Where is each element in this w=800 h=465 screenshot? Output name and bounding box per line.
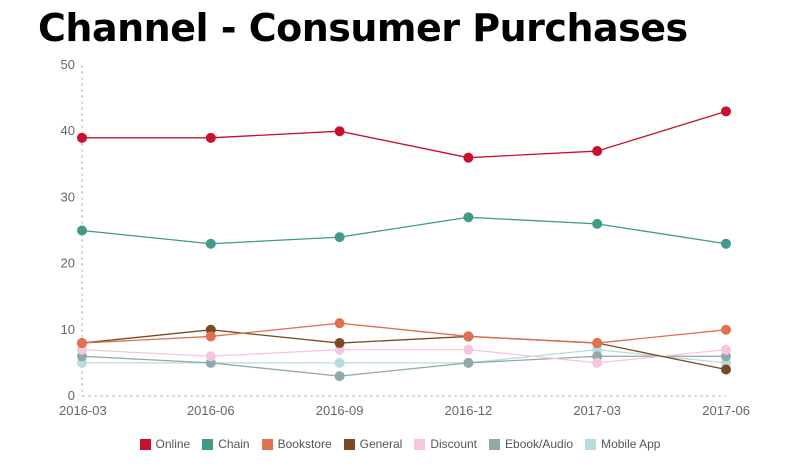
data-point-chain[interactable] xyxy=(592,218,603,229)
legend-label: Discount xyxy=(430,437,478,451)
series-discount xyxy=(77,344,731,368)
legend-label: Ebook/Audio xyxy=(505,437,574,451)
legend-swatch xyxy=(343,438,355,450)
x-tick-label: 2017-03 xyxy=(573,403,621,418)
data-point-chain[interactable] xyxy=(463,212,474,223)
y-tick-label: 30 xyxy=(61,189,75,204)
line-chart: 0 10 20 30 40 50 2016-03 2016-06 2016-09 2016-12… xyxy=(59,57,750,418)
data-point-online[interactable] xyxy=(205,132,216,143)
chart-legend: Online Chain Bookstore General Discount Ebook… xyxy=(0,434,800,454)
data-point-bookstore[interactable] xyxy=(721,324,731,335)
x-tick-label: 2016-09 xyxy=(316,403,364,418)
data-point-chain[interactable] xyxy=(721,238,731,249)
y-tick-label: 0 xyxy=(68,388,75,403)
legend-swatch xyxy=(414,438,426,450)
x-tick-label: 2016-06 xyxy=(187,403,235,418)
data-point-general[interactable] xyxy=(334,338,345,349)
data-point-general[interactable] xyxy=(721,364,731,375)
series-line-ebook-audio xyxy=(81,355,726,377)
data-point-bookstore[interactable] xyxy=(77,338,87,349)
series-layer xyxy=(77,106,731,382)
legend-swatch xyxy=(261,438,273,450)
data-point-online[interactable] xyxy=(592,146,603,157)
legend-item-bookstore[interactable]: Bookstore xyxy=(261,437,332,451)
data-point-online[interactable] xyxy=(463,152,474,163)
series-line-online xyxy=(82,110,727,159)
legend-label: Bookstore xyxy=(277,437,332,451)
chart-title: Channel - Consumer Purchases xyxy=(38,6,688,50)
series-line-chain xyxy=(81,216,727,245)
legend-label: General xyxy=(359,437,403,451)
data-point-discount[interactable] xyxy=(205,351,216,362)
data-point-bookstore[interactable] xyxy=(463,331,474,342)
y-tick-label: 50 xyxy=(61,57,75,72)
x-axis-ticks: 2016-03 2016-06 2016-09 2016-12 2017-03 2017-… xyxy=(59,403,750,418)
series-bookstore xyxy=(77,318,731,349)
data-point-online[interactable] xyxy=(721,106,731,117)
legend-label: Online xyxy=(155,437,191,451)
series-line-bookstore xyxy=(81,322,727,344)
data-point-bookstore[interactable] xyxy=(205,331,216,342)
legend-swatch xyxy=(489,438,501,450)
data-point-ebook-audio[interactable] xyxy=(463,357,474,368)
y-tick-label: 40 xyxy=(61,123,75,138)
data-point-online[interactable] xyxy=(77,132,87,143)
legend-label: Mobile App xyxy=(601,437,661,451)
x-tick-label: 2016-03 xyxy=(59,403,107,418)
y-axis-ticks: 0 10 20 30 40 50 xyxy=(61,57,75,403)
legend-item-general[interactable]: General xyxy=(343,437,403,451)
x-tick-label: 2017-06 xyxy=(702,403,750,418)
y-tick-label: 20 xyxy=(61,256,75,271)
series-ebook-audio xyxy=(77,351,731,382)
x-tick-label: 2016-12 xyxy=(445,403,493,418)
data-point-chain[interactable] xyxy=(334,232,345,243)
data-point-discount[interactable] xyxy=(592,357,603,368)
series-line-mobile-app xyxy=(82,349,727,364)
data-point-discount[interactable] xyxy=(463,344,474,355)
legend-item-chain[interactable]: Chain xyxy=(202,437,250,451)
legend-item-ebook-audio[interactable]: Ebook/Audio xyxy=(489,437,573,451)
legend-item-discount[interactable]: Discount xyxy=(414,437,477,451)
data-point-chain[interactable] xyxy=(205,238,216,249)
data-point-online[interactable] xyxy=(334,126,345,137)
data-point-discount[interactable] xyxy=(721,344,731,355)
data-point-bookstore[interactable] xyxy=(592,338,603,349)
data-point-bookstore[interactable] xyxy=(334,318,345,329)
legend-swatch xyxy=(585,438,597,450)
y-tick-label: 10 xyxy=(61,322,75,337)
legend-label: Chain xyxy=(218,437,250,451)
series-chain xyxy=(77,212,731,249)
data-point-ebook-audio[interactable] xyxy=(334,371,345,382)
legend-item-mobile-app[interactable]: Mobile App xyxy=(585,437,660,451)
data-point-chain[interactable] xyxy=(77,225,87,236)
legend-swatch xyxy=(202,438,214,450)
data-point-mobile-app[interactable] xyxy=(334,357,345,368)
legend-swatch xyxy=(139,438,151,450)
legend-item-online[interactable]: Online xyxy=(139,437,191,451)
series-line-discount xyxy=(81,349,727,364)
series-online xyxy=(77,106,731,163)
series-line-general xyxy=(81,329,727,371)
